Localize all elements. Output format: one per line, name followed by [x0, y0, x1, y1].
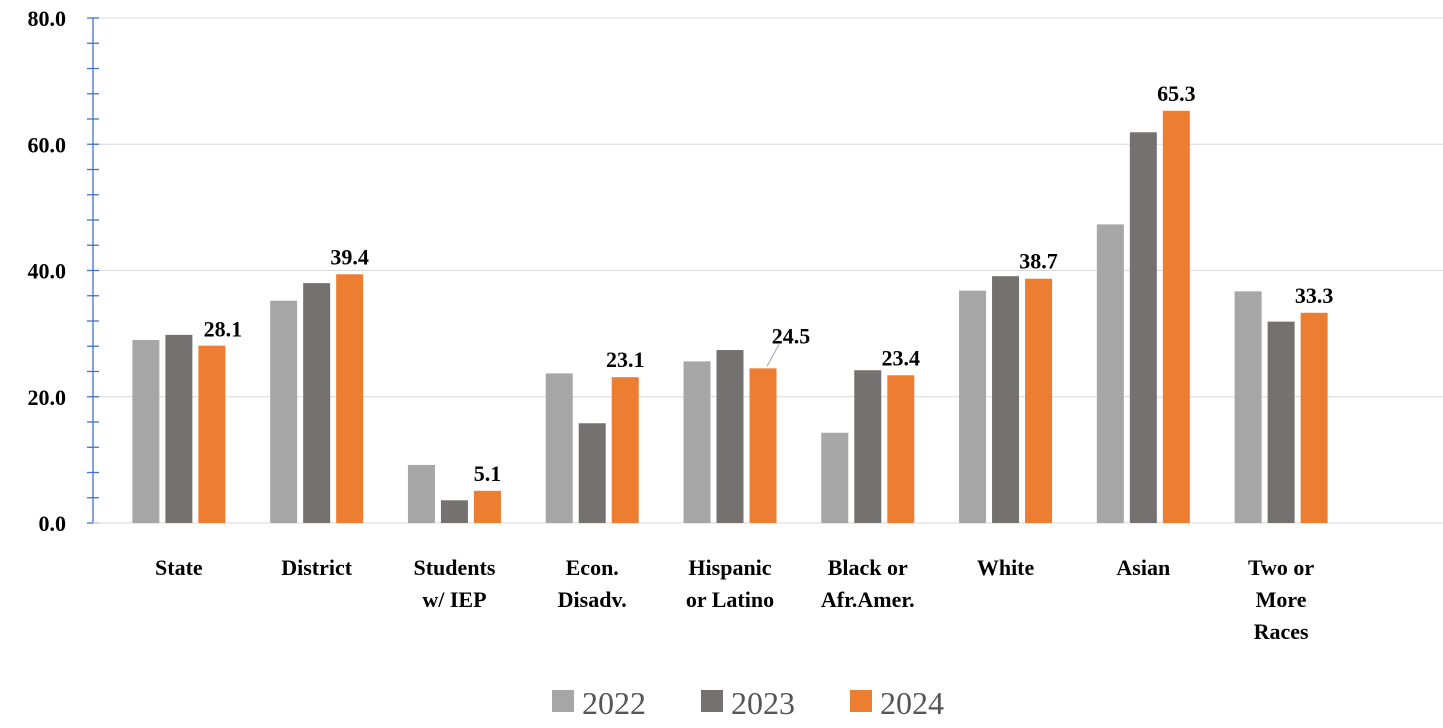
bar-2023	[578, 423, 606, 523]
y-tick-label: 0.0	[39, 511, 67, 536]
legend-label: 2022	[582, 685, 646, 721]
bars	[132, 110, 1328, 523]
data-label: 38.7	[1019, 249, 1058, 274]
bar-2024	[1300, 312, 1328, 523]
bar-2024	[198, 345, 226, 523]
leader-line	[766, 344, 780, 367]
x-tick-label: Afr.Amer.	[821, 587, 915, 612]
bar-2024	[1162, 110, 1190, 523]
bar-2022	[821, 432, 849, 523]
x-tick-label: Two or	[1248, 555, 1314, 580]
data-label: 23.4	[882, 345, 921, 370]
bar-2022	[1234, 291, 1262, 523]
bar-2023	[992, 276, 1020, 523]
bar-2023	[440, 500, 468, 523]
legend: 2022 2023 2024	[552, 685, 944, 721]
bar-2022	[683, 361, 711, 523]
bar-2023	[716, 350, 744, 523]
bar-2024	[473, 490, 501, 523]
bar-2022	[959, 290, 987, 523]
bar-2022	[1096, 224, 1124, 523]
legend-swatch-2024	[850, 690, 872, 712]
data-labels: 28.1 39.4 5.1 23.1 24.5 23.4 38.7 65.3 33.3	[204, 81, 1334, 486]
x-tick-label: or Latino	[686, 587, 774, 612]
x-tick-label: Races	[1254, 619, 1309, 644]
x-tick-label: Asian	[1116, 555, 1170, 580]
bar-2024	[1025, 278, 1053, 523]
bar-2024	[887, 375, 915, 523]
data-label: 28.1	[204, 317, 243, 342]
data-label: 24.5	[772, 323, 811, 348]
x-axis-labels: State District Students w/ IEP Econ. Disadv. H…	[155, 555, 1314, 644]
bar-2023	[1129, 132, 1157, 523]
x-tick-label: Black or	[828, 555, 908, 580]
bar-2022	[407, 464, 435, 523]
x-tick-label: Students	[413, 555, 495, 580]
data-label: 33.3	[1295, 283, 1334, 308]
bar-2022	[545, 373, 573, 523]
legend-swatch-2023	[701, 690, 723, 712]
bar-2023	[165, 334, 193, 523]
y-axis: 0.0 20.0 40.0 60.0 80.0	[28, 6, 1443, 536]
data-label: 5.1	[474, 461, 502, 486]
y-tick-label: 80.0	[28, 6, 67, 31]
x-tick-label: w/ IEP	[422, 587, 486, 612]
data-label: 39.4	[330, 244, 369, 269]
bar-2023	[303, 283, 331, 523]
x-tick-label: District	[281, 555, 353, 580]
bar-2022	[132, 339, 160, 523]
x-tick-label: Econ.	[566, 555, 619, 580]
bar-2023	[1267, 321, 1295, 523]
x-tick-label: More	[1256, 587, 1307, 612]
bar-2022	[270, 300, 298, 523]
bar-2024	[749, 368, 777, 523]
y-tick-label: 60.0	[28, 132, 67, 157]
bar-2024	[336, 274, 364, 523]
bar-2024	[611, 377, 639, 523]
bar-2023	[854, 370, 882, 523]
data-label: 23.1	[606, 347, 645, 372]
y-tick-label: 40.0	[28, 259, 67, 284]
x-tick-label: White	[977, 555, 1035, 580]
legend-swatch-2022	[552, 690, 574, 712]
legend-label: 2023	[731, 685, 795, 721]
data-label: 65.3	[1157, 81, 1196, 106]
x-tick-label: Disadv.	[558, 587, 627, 612]
legend-label: 2024	[880, 685, 944, 721]
y-tick-label: 20.0	[28, 385, 67, 410]
x-tick-label: Hispanic	[688, 555, 771, 580]
x-tick-label: State	[155, 555, 203, 580]
